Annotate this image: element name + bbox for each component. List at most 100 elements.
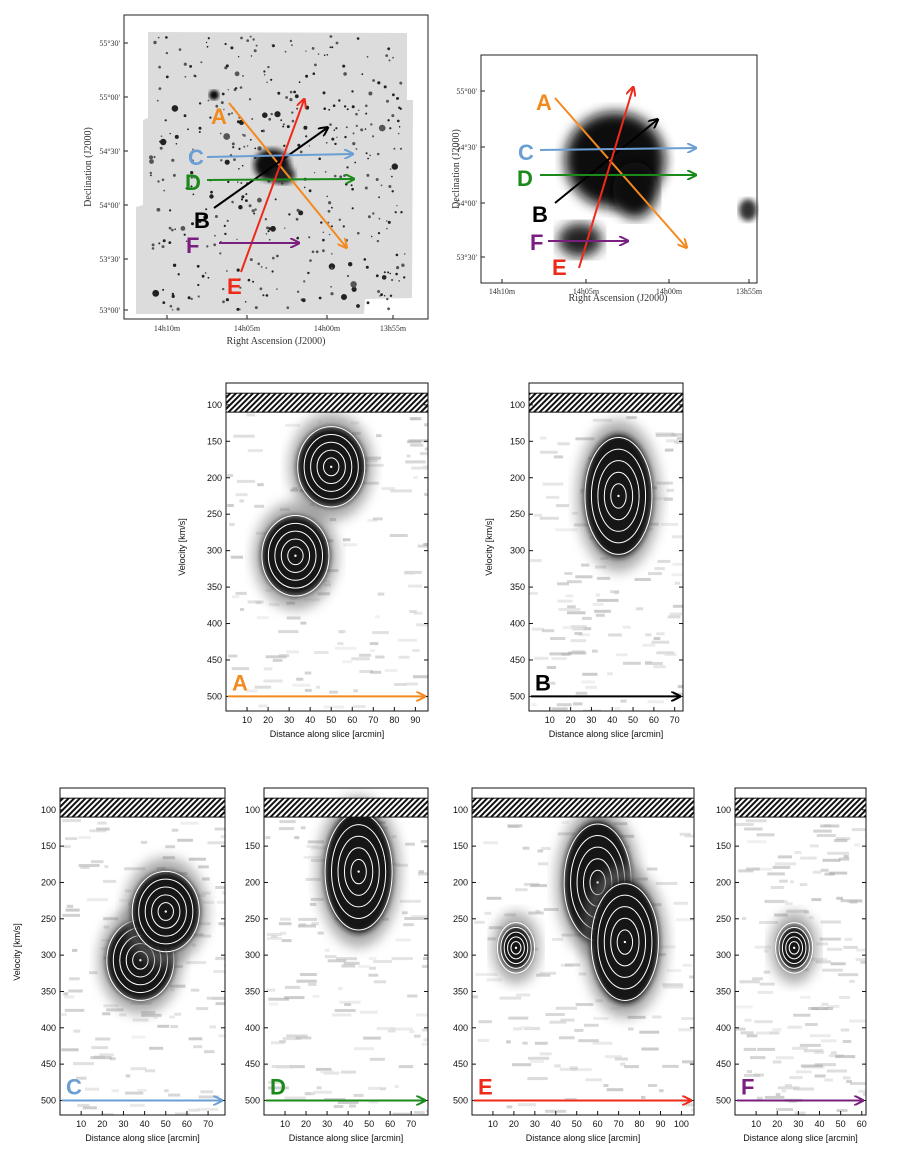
noise-streak	[169, 1015, 175, 1019]
pv-panel-d: 100 150 200 250 300 350 400 450 500 10 20 30 40 50 60 7…	[245, 787, 429, 1143]
noise-streak	[597, 598, 619, 602]
noise-streak	[754, 1020, 773, 1024]
peak-marker	[623, 940, 627, 944]
noise-streak	[88, 971, 98, 975]
star	[221, 92, 225, 96]
noise-streak	[285, 423, 301, 427]
noise-streak	[286, 616, 301, 620]
star	[193, 177, 195, 179]
noise-streak	[263, 679, 283, 683]
optical-y-tick: 54°30'	[99, 147, 120, 156]
star	[387, 307, 390, 311]
star	[266, 226, 269, 230]
peak-marker	[330, 465, 333, 469]
noise-streak	[800, 856, 817, 860]
noise-streak	[363, 1036, 381, 1040]
noise-streak	[369, 642, 379, 646]
noise-streak	[258, 704, 268, 708]
noise-streak	[369, 966, 376, 970]
noise-streak	[744, 1073, 761, 1077]
noise-streak	[747, 840, 767, 844]
star	[299, 150, 303, 154]
noise-streak	[664, 653, 677, 657]
star	[224, 232, 227, 236]
pv-x-tick: 10	[76, 1119, 86, 1129]
star	[343, 72, 347, 76]
noise-streak	[775, 862, 797, 866]
star	[249, 35, 252, 38]
noise-streak	[754, 1073, 764, 1077]
noise-streak	[799, 883, 808, 887]
pv-x-tick: 30	[284, 715, 294, 725]
noise-streak	[575, 1003, 594, 1006]
hi-label-e: E	[552, 255, 567, 280]
noise-streak	[286, 1034, 308, 1038]
star	[291, 111, 294, 114]
noise-streak	[337, 1101, 359, 1104]
star	[360, 128, 364, 132]
pv-x-tick: 20	[263, 715, 273, 725]
noise-streak	[338, 630, 346, 633]
noise-streak	[561, 821, 569, 824]
noise-streak	[673, 692, 683, 696]
pv-emission	[316, 795, 401, 948]
noise-streak	[507, 824, 523, 828]
star	[237, 56, 240, 58]
star	[223, 224, 226, 227]
star	[309, 259, 312, 262]
noise-streak	[284, 1096, 306, 1100]
star	[392, 93, 395, 97]
pv-noise	[227, 412, 428, 709]
noise-streak	[360, 1010, 378, 1014]
noise-streak	[368, 1100, 379, 1104]
slice-d-line	[206, 179, 353, 180]
star	[177, 273, 180, 276]
noise-streak	[188, 1037, 203, 1041]
hi-label-d: D	[517, 166, 533, 191]
noise-streak	[153, 1015, 158, 1019]
star	[250, 55, 253, 57]
noise-streak	[551, 707, 568, 711]
noise-streak	[103, 879, 117, 883]
noise-streak	[175, 1112, 190, 1115]
noise-streak	[398, 638, 417, 642]
star	[248, 204, 252, 208]
noise-streak	[851, 828, 866, 832]
noise-streak	[204, 1050, 215, 1054]
peak-marker	[792, 946, 796, 950]
noise-streak	[254, 504, 265, 508]
star	[252, 280, 255, 283]
star	[345, 126, 348, 129]
star	[380, 293, 383, 296]
pv-y-tick: 300	[510, 546, 525, 556]
noise-streak	[843, 945, 858, 949]
pv-y-tick: 500	[510, 691, 525, 701]
star	[259, 287, 263, 291]
noise-streak	[231, 667, 250, 671]
pv-y-tick: 450	[207, 655, 222, 665]
masked-band	[263, 797, 429, 818]
noise-streak	[171, 828, 179, 832]
pv-frame	[471, 787, 695, 1116]
star	[215, 104, 219, 108]
star	[225, 64, 229, 68]
noise-streak	[582, 709, 602, 711]
star	[225, 298, 229, 302]
noise-streak	[557, 442, 570, 446]
noise-streak	[652, 1015, 662, 1019]
noise-streak	[246, 413, 256, 417]
star	[335, 41, 339, 45]
pv-y-tick: 100	[453, 805, 468, 815]
noise-streak	[338, 987, 343, 991]
noise-streak	[592, 418, 613, 422]
star	[296, 236, 300, 240]
pv-x-tick: 40	[343, 1119, 353, 1129]
noise-streak	[419, 452, 428, 456]
noise-streak	[316, 1067, 332, 1071]
star	[387, 119, 390, 122]
noise-streak	[656, 651, 675, 655]
noise-streak	[575, 437, 595, 441]
noise-streak	[756, 1096, 763, 1100]
star	[207, 37, 210, 40]
noise-streak	[573, 702, 583, 706]
